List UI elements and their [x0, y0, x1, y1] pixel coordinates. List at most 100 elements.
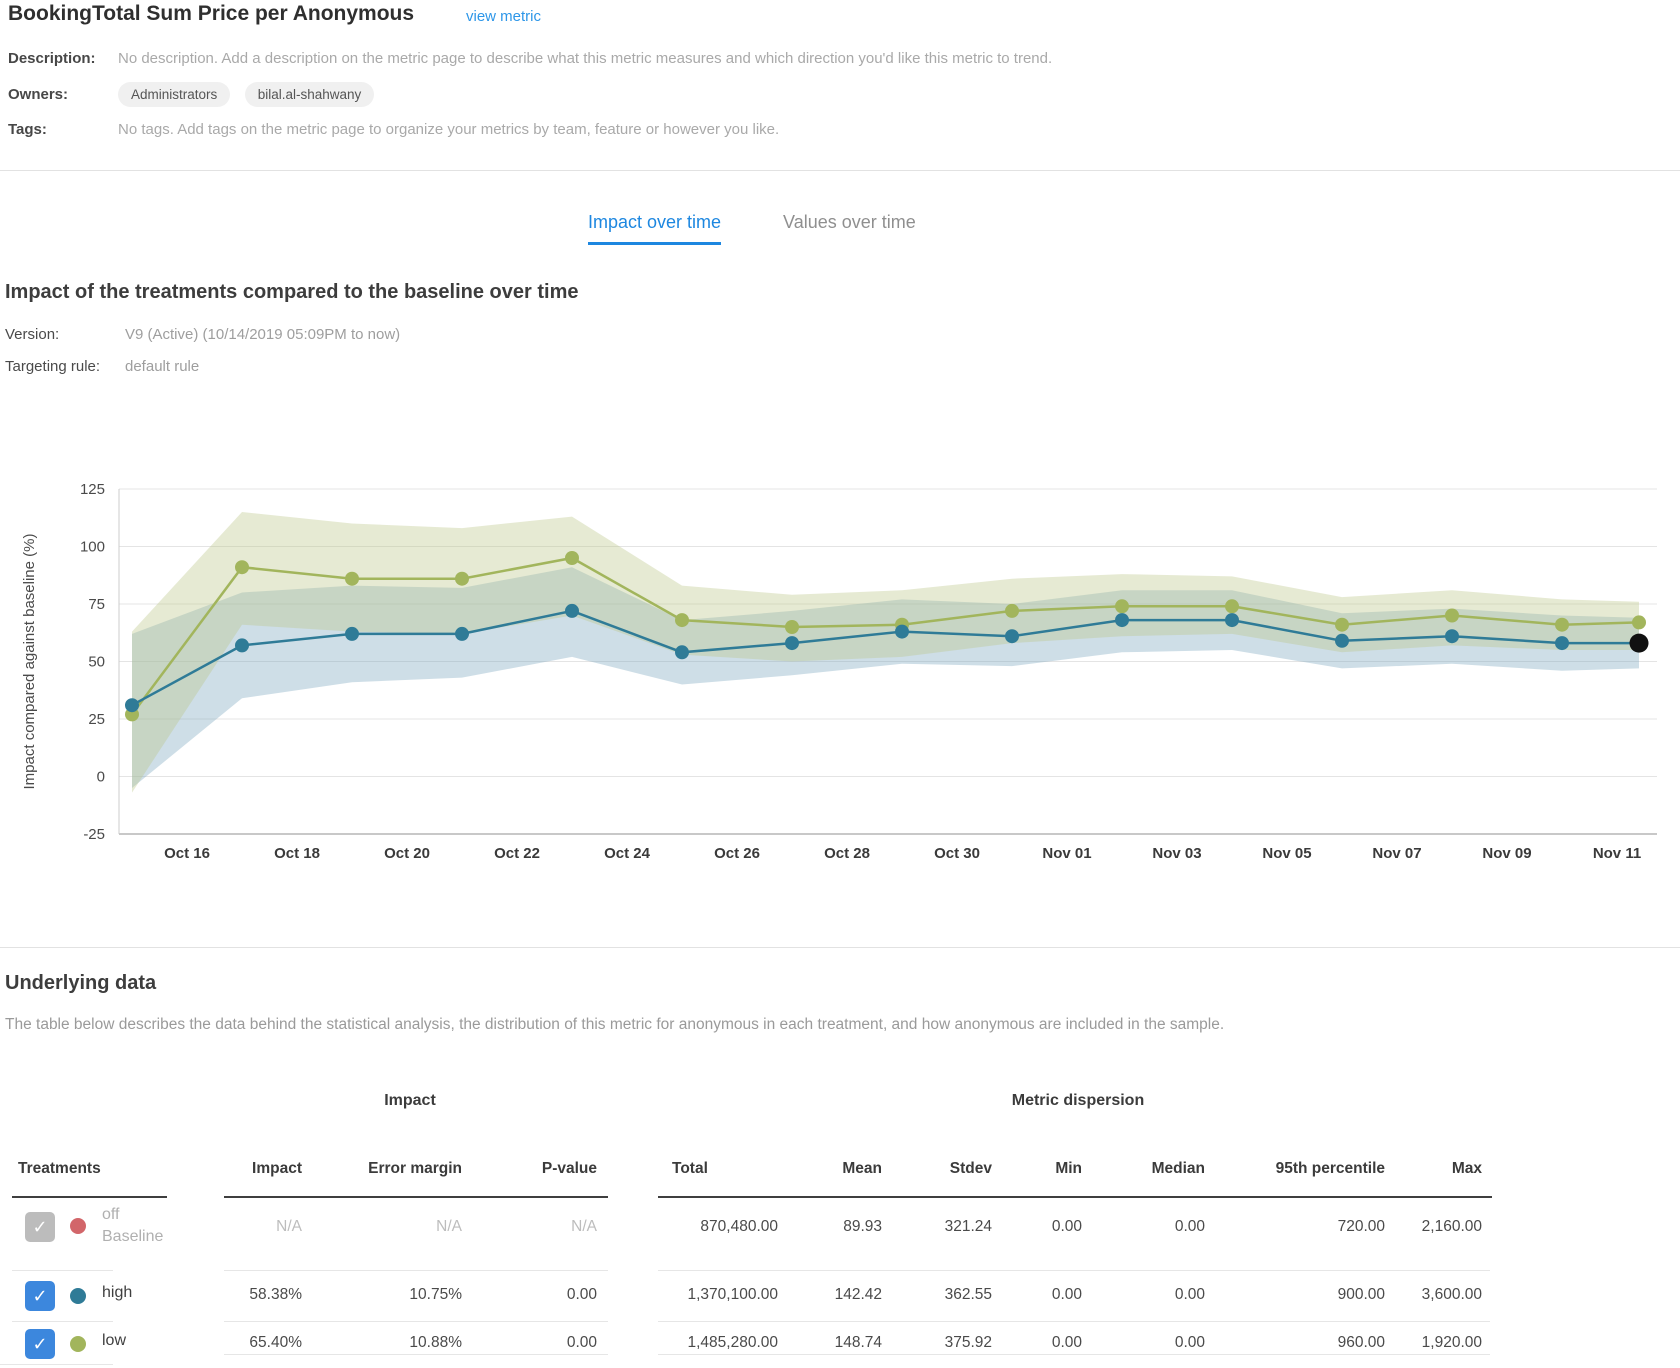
column-header-median: Median [1151, 1160, 1205, 1177]
row-separator [224, 1321, 608, 1322]
header-underline [12, 1196, 167, 1198]
treatment-label-high: high [102, 1284, 133, 1301]
description-label: Description: [8, 50, 96, 67]
x-tick-label: Nov 05 [1262, 845, 1311, 862]
cell-low-total: 1,485,280.00 [687, 1334, 778, 1351]
section-heading: Impact of the treatments compared to the… [5, 281, 579, 303]
treatment-checkbox-low[interactable]: ✓ [25, 1329, 55, 1359]
description-value: No description. Add a description on the… [118, 50, 1053, 67]
treatment-color-dot-off [70, 1218, 86, 1234]
y-tick-label: 25 [88, 711, 105, 728]
version-label: Version: [5, 326, 60, 343]
tab-values-over-time[interactable]: Values over time [783, 212, 916, 232]
column-header-stdev: Stdev [949, 1160, 992, 1177]
metric-dispersion-group-header: Metric dispersion [1011, 1092, 1145, 1109]
column-header-error-margin: Error margin [368, 1160, 462, 1177]
impact-over-time-chart: 125 100 75 50 25 0 -25 Impact compared against … [0, 440, 1680, 870]
y-tick-label: 50 [88, 654, 105, 671]
high-data-point [675, 645, 689, 660]
x-tick-label: Nov 07 [1372, 845, 1421, 862]
column-header-total: Total [672, 1160, 708, 1177]
x-tick-label: Oct 16 [164, 845, 210, 862]
x-tick-label: Oct 22 [494, 845, 540, 862]
row-separator [658, 1354, 1490, 1355]
high-data-point [235, 638, 249, 653]
header-divider [0, 170, 1680, 171]
version-value: V9 (Active) (10/14/2019 05:09PM to now) [125, 326, 401, 343]
high-data-point [345, 626, 359, 641]
cell-high-total: 1,370,100.00 [687, 1286, 778, 1303]
high-data-point [1445, 629, 1459, 644]
cell-off-median: 0.00 [1174, 1218, 1205, 1235]
page-title: BookingTotal Sum Price per Anonymous [8, 2, 415, 25]
x-tick-label: Oct 20 [384, 845, 430, 862]
cell-low-p95: 960.00 [1337, 1334, 1385, 1351]
cell-high-error_margin: 10.75% [409, 1286, 462, 1303]
treatment-checkbox-high[interactable]: ✓ [25, 1281, 55, 1311]
header-underline [224, 1196, 608, 1198]
column-header-min: Min [1055, 1160, 1082, 1177]
cell-low-stdev: 375.92 [944, 1334, 992, 1351]
cell-high-stdev: 362.55 [944, 1286, 992, 1303]
targeting-rule-label: Targeting rule: [5, 358, 101, 375]
column-header-p-value: P-value [541, 1160, 597, 1177]
header-underline [658, 1196, 1492, 1198]
x-tick-label: Oct 26 [714, 845, 760, 862]
low-data-point [565, 551, 579, 565]
cell-high-p95: 900.00 [1337, 1286, 1385, 1303]
targeting-rule-value: default rule [125, 358, 200, 375]
tags-label: Tags: [8, 121, 47, 138]
x-tick-label: Nov 11 [1593, 845, 1641, 862]
x-tick-label: Oct 24 [604, 845, 651, 862]
row-separator [12, 1270, 113, 1271]
x-tick-label: Nov 03 [1152, 845, 1201, 862]
cell-off-total: 870,480.00 [700, 1218, 778, 1235]
impact-group-header: Impact [384, 1092, 436, 1109]
high-data-point [565, 603, 579, 618]
x-tick-label: Oct 30 [934, 845, 980, 862]
high-data-point [1225, 613, 1239, 628]
row-separator [12, 1321, 113, 1322]
cell-high-median: 0.00 [1174, 1286, 1205, 1303]
high-data-point [455, 626, 469, 641]
cell-off-min: 0.00 [1051, 1218, 1082, 1235]
tab-impact-over-time[interactable]: Impact over time [588, 212, 722, 245]
low-data-point [675, 613, 689, 628]
x-tick-label: Nov 09 [1482, 845, 1531, 862]
cell-high-max: 3,600.00 [1421, 1286, 1482, 1303]
x-tick-label: Oct 18 [274, 845, 320, 862]
cell-high-mean: 142.42 [834, 1286, 882, 1303]
cell-low-min: 0.00 [1051, 1334, 1082, 1351]
y-tick-label: 0 [97, 769, 105, 786]
cell-off-p95: 720.00 [1337, 1218, 1385, 1235]
row-separator [0, 1364, 113, 1365]
column-header-impact: Impact [252, 1160, 302, 1177]
cell-low-max: 1,920.00 [1421, 1334, 1482, 1351]
treatment-checkbox-off: ✓ [25, 1212, 55, 1242]
low-data-point [235, 560, 249, 575]
row-separator [224, 1270, 608, 1271]
cell-low-mean: 148.74 [834, 1334, 882, 1351]
high-data-point [1005, 629, 1019, 644]
y-tick-label: 75 [88, 596, 105, 613]
low-data-point [1005, 603, 1019, 618]
current-point-marker [1629, 633, 1649, 653]
low-data-point [1555, 617, 1569, 632]
y-axis-title: Impact compared against baseline (%) [21, 534, 38, 790]
view-metric-link[interactable]: view metric [466, 8, 542, 25]
underlying-data-description: The table below describes the data behin… [5, 1016, 1225, 1033]
cell-low-error_margin: 10.88% [409, 1334, 462, 1351]
cell-high-impact: 58.38% [249, 1286, 302, 1303]
high-data-point [1115, 613, 1129, 628]
chart-table-divider [0, 947, 1680, 948]
low-data-point [1335, 617, 1349, 632]
low-confidence-band [132, 512, 1639, 793]
cell-off-impact: N/A [276, 1218, 302, 1235]
low-data-point [785, 620, 799, 634]
treatment-color-dot-low [70, 1336, 86, 1352]
low-data-point [1632, 615, 1646, 630]
cell-off-stdev: 321.24 [944, 1218, 992, 1235]
treatment-label-low: low [102, 1332, 127, 1349]
row-separator [658, 1270, 1490, 1271]
